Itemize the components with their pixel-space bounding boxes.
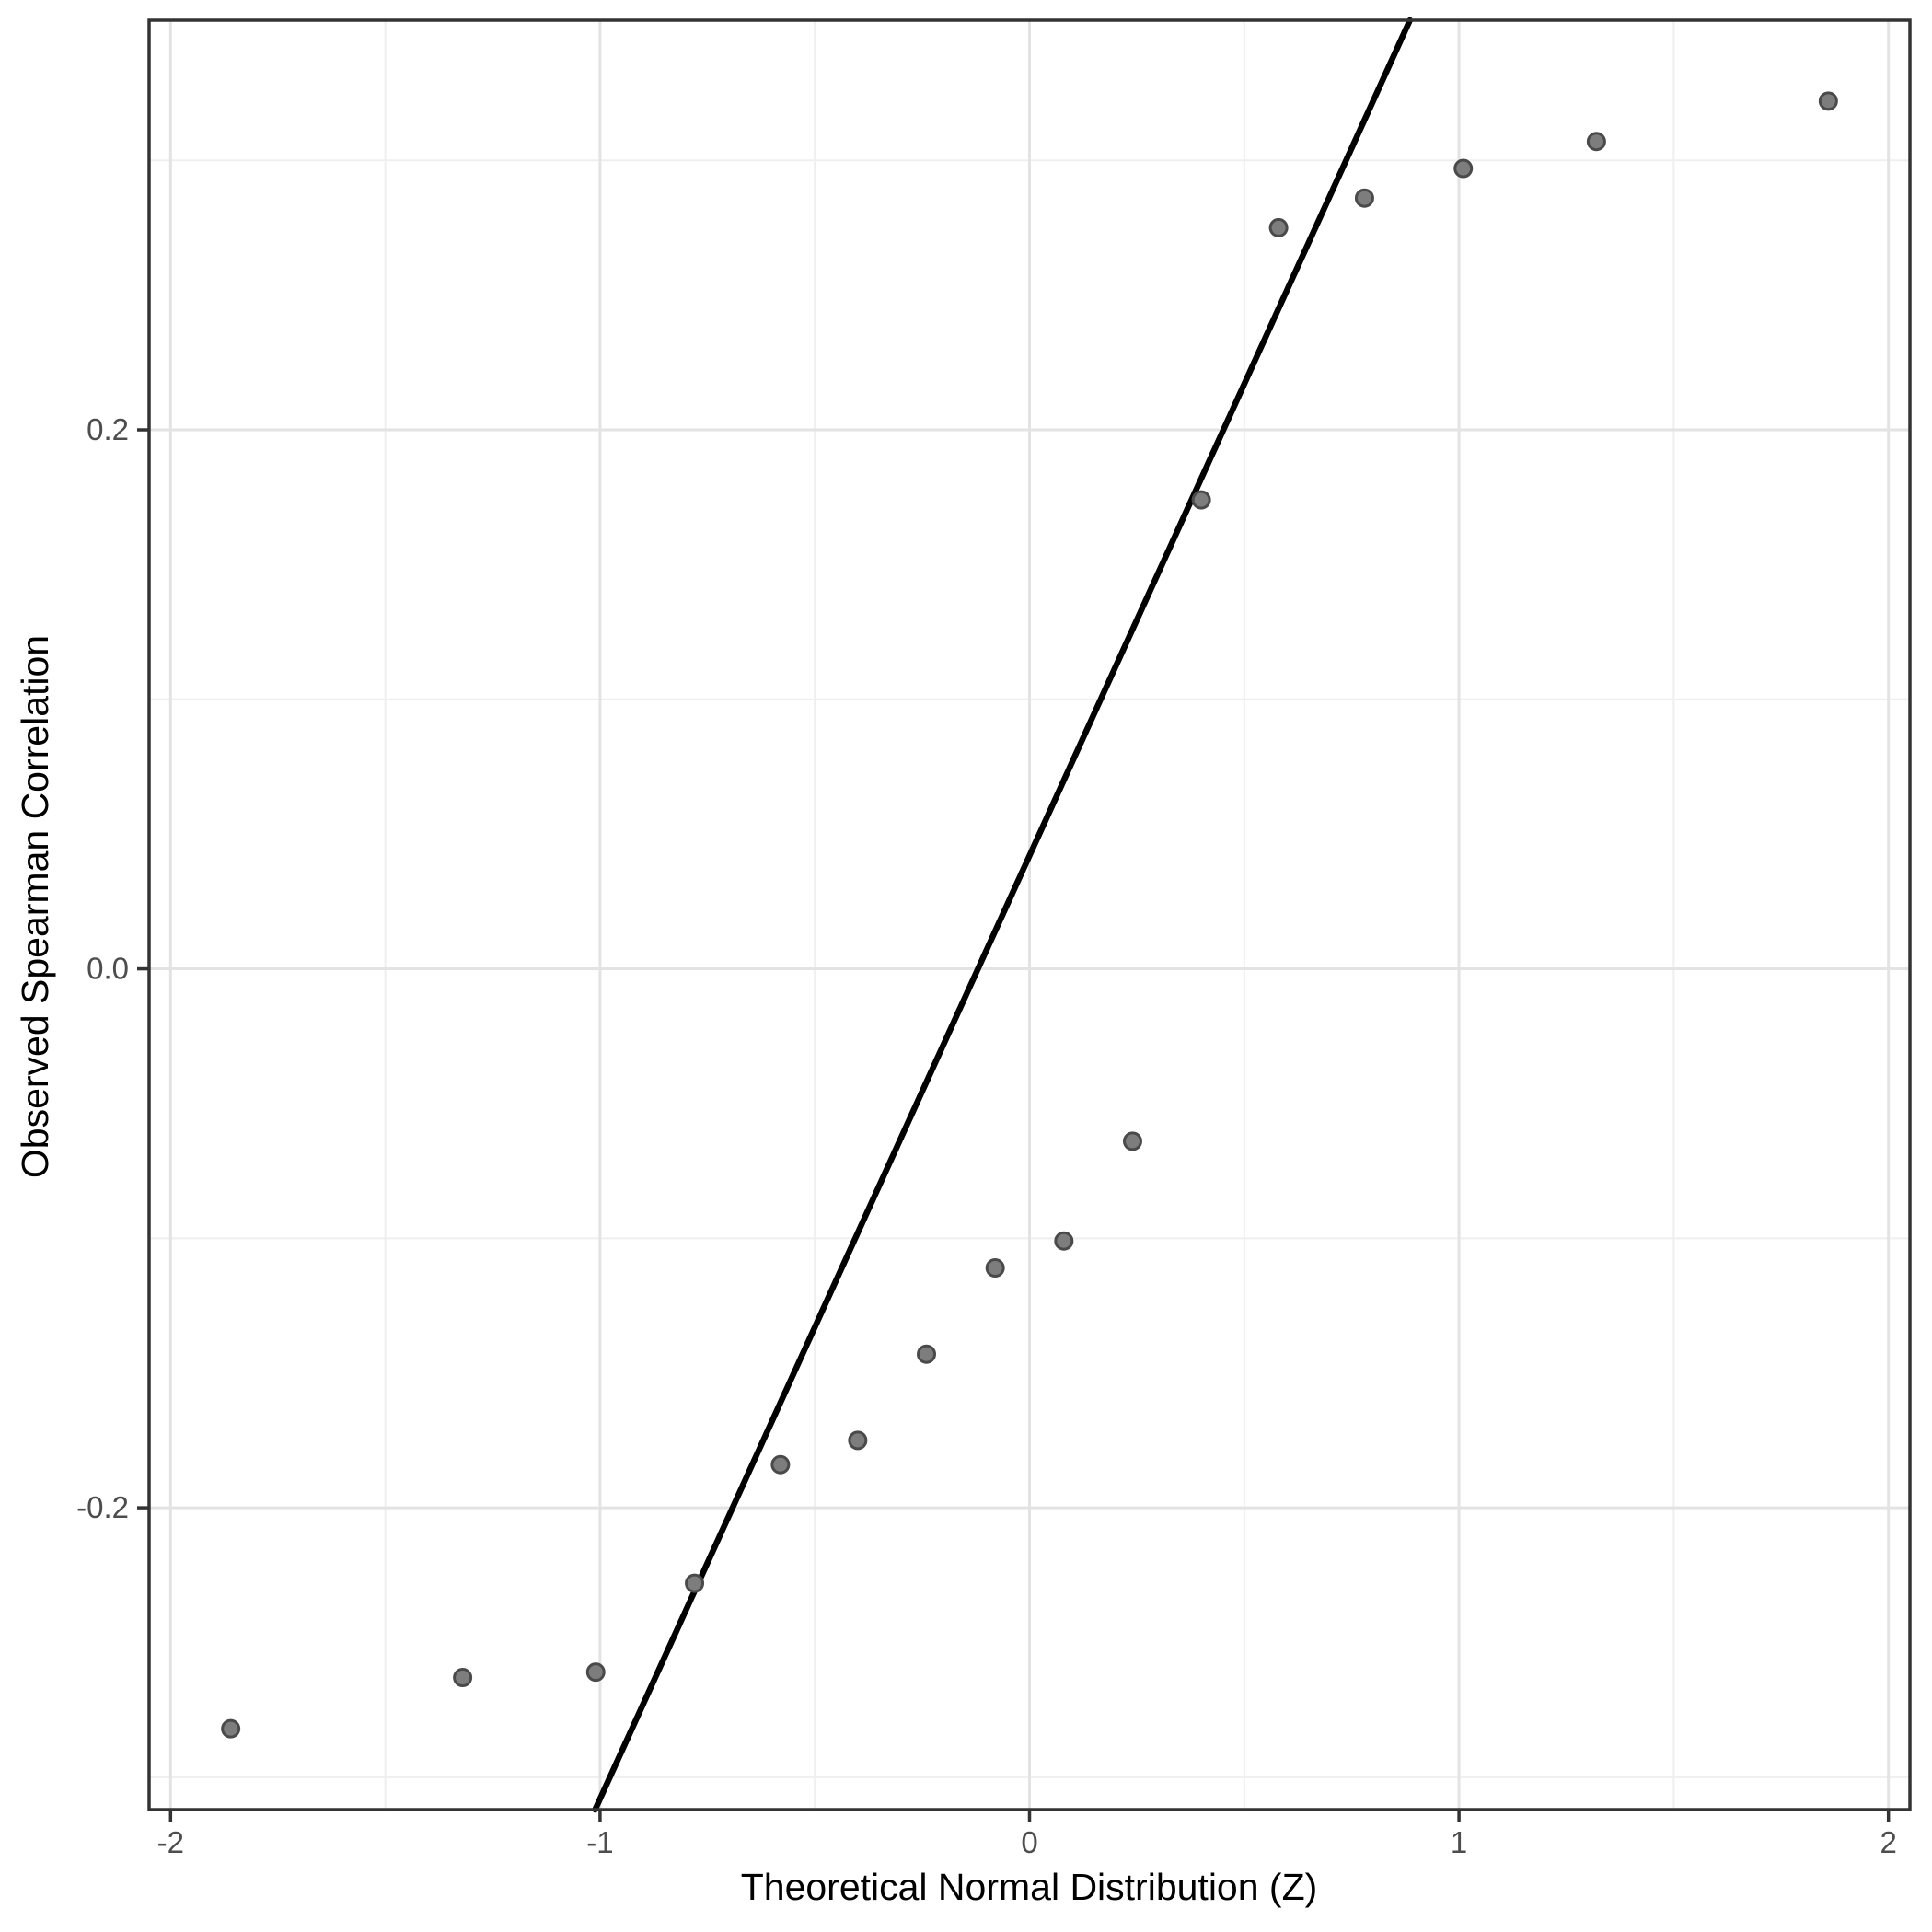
x-tick-label: -1 bbox=[586, 1825, 613, 1859]
y-tick-label: 0.2 bbox=[87, 412, 129, 446]
y-tick-label: 0.0 bbox=[87, 952, 129, 986]
data-point bbox=[585, 1662, 606, 1683]
tick-labels-layer: -2 -1 0 1 2 0.2 0.0 -0.2 bbox=[76, 412, 1897, 1859]
data-point bbox=[1191, 490, 1211, 510]
x-axis-title: Theoretical Normal Distribution (Z) bbox=[741, 1866, 1318, 1908]
data-point bbox=[1586, 132, 1606, 152]
data-point bbox=[770, 1454, 791, 1475]
data-point bbox=[221, 1718, 241, 1739]
x-tick-label: -2 bbox=[157, 1825, 184, 1859]
data-point bbox=[1122, 1131, 1142, 1151]
data-point bbox=[985, 1258, 1005, 1278]
reference-line-layer bbox=[592, 17, 1414, 1813]
data-point bbox=[685, 1573, 705, 1593]
data-point bbox=[848, 1430, 868, 1451]
data-point bbox=[917, 1344, 937, 1364]
data-point bbox=[1453, 158, 1474, 179]
axis-ticks-layer bbox=[137, 428, 1891, 1822]
data-point bbox=[1268, 217, 1289, 237]
x-tick-label: 2 bbox=[1880, 1825, 1896, 1859]
data-point bbox=[1818, 91, 1838, 111]
grid-major-layer bbox=[149, 20, 1910, 1810]
data-point bbox=[453, 1668, 473, 1688]
y-tick-label: -0.2 bbox=[76, 1490, 129, 1524]
x-tick-label: 1 bbox=[1451, 1825, 1467, 1859]
y-axis-title: Observed Spearman Correlation bbox=[14, 635, 56, 1178]
data-point bbox=[1354, 188, 1374, 208]
qq-reference-line bbox=[592, 17, 1414, 1813]
x-tick-label: 0 bbox=[1021, 1825, 1037, 1859]
scatter-points-layer bbox=[221, 91, 1838, 1739]
data-point bbox=[1054, 1231, 1074, 1251]
